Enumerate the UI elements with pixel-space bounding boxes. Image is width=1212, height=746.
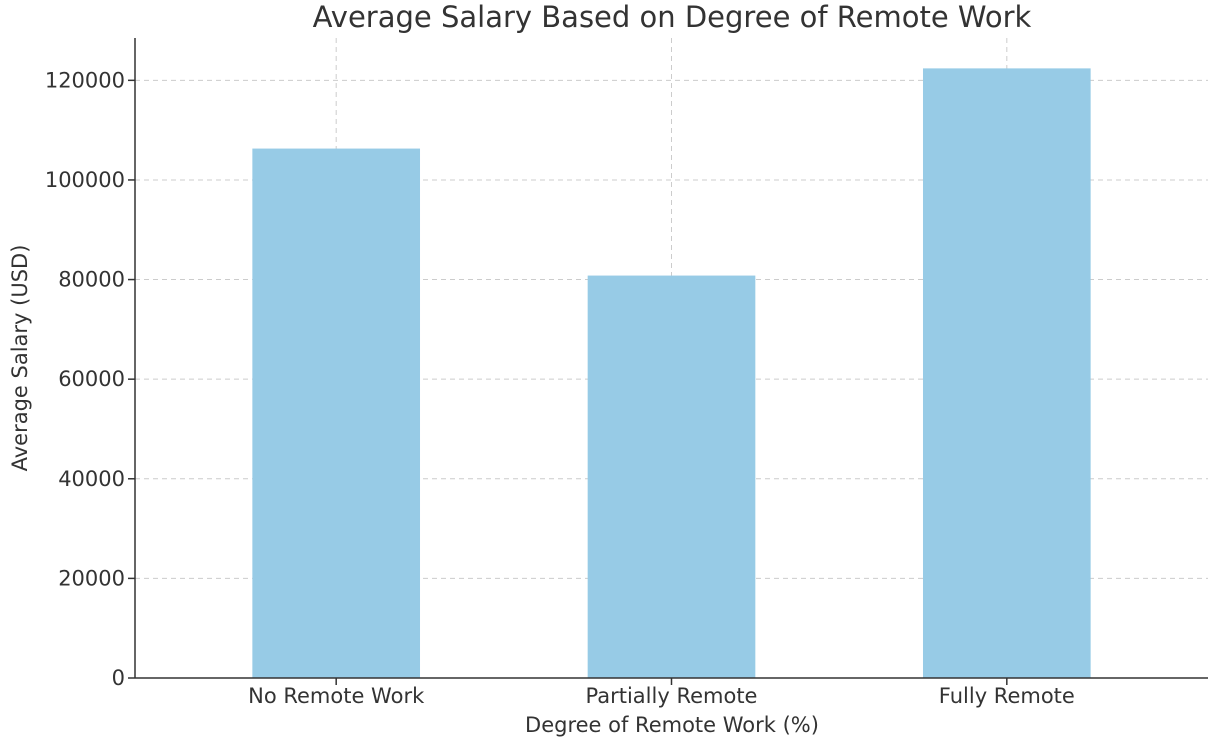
bar xyxy=(587,275,756,678)
x-ticks: No Remote Work Partially Remote Fully Remo… xyxy=(248,678,1075,708)
x-axis-label: Degree of Remote Work (%) xyxy=(525,713,819,737)
y-tick-label: 120000 xyxy=(45,68,125,92)
y-ticks: 0 20000 40000 60000 80000 100000 120000 xyxy=(45,68,135,690)
bars xyxy=(252,68,1091,678)
y-axis-label: Average Salary (USD) xyxy=(8,245,32,472)
y-tick-label: 0 xyxy=(112,666,125,690)
y-tick-label: 100000 xyxy=(45,168,125,192)
bar xyxy=(252,148,421,678)
y-tick-label: 80000 xyxy=(58,268,125,292)
x-tick-label: Fully Remote xyxy=(939,684,1075,708)
y-tick-label: 60000 xyxy=(58,367,125,391)
x-tick-label: Partially Remote xyxy=(586,684,758,708)
bar xyxy=(922,68,1091,678)
y-tick-label: 40000 xyxy=(58,467,125,491)
x-tick-label: No Remote Work xyxy=(248,684,425,708)
y-tick-label: 20000 xyxy=(58,566,125,590)
chart-title: Average Salary Based on Degree of Remote… xyxy=(313,0,1032,34)
